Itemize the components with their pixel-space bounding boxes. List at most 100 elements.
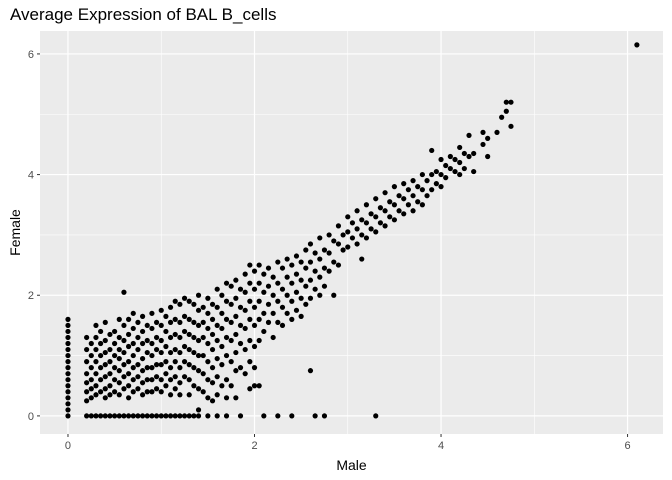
data-point bbox=[396, 208, 402, 214]
data-point bbox=[93, 383, 99, 389]
data-point bbox=[452, 156, 458, 163]
data-point bbox=[186, 298, 192, 304]
data-point bbox=[195, 307, 202, 313]
data-point bbox=[340, 232, 346, 238]
data-point bbox=[359, 232, 365, 238]
data-point bbox=[200, 371, 206, 377]
x-axis-title: Male bbox=[336, 457, 367, 473]
data-point bbox=[84, 359, 90, 365]
data-point bbox=[265, 283, 272, 289]
data-point bbox=[135, 362, 141, 368]
data-point bbox=[93, 392, 99, 398]
data-point bbox=[256, 262, 262, 268]
data-point bbox=[270, 310, 276, 316]
data-point bbox=[219, 362, 225, 368]
data-point bbox=[457, 159, 463, 166]
data-point bbox=[251, 343, 258, 350]
data-point bbox=[93, 334, 99, 341]
data-point bbox=[251, 383, 258, 389]
data-point bbox=[98, 413, 104, 419]
data-point bbox=[233, 368, 239, 374]
data-point bbox=[167, 413, 174, 419]
data-point bbox=[177, 349, 183, 356]
data-point bbox=[387, 199, 393, 205]
data-point bbox=[471, 150, 477, 157]
data-point bbox=[382, 223, 388, 229]
data-point bbox=[93, 413, 99, 419]
data-point bbox=[223, 377, 230, 383]
data-point bbox=[363, 235, 370, 241]
data-point bbox=[65, 371, 71, 377]
data-point bbox=[480, 141, 486, 148]
data-point bbox=[503, 108, 509, 114]
data-point bbox=[247, 359, 253, 365]
data-point bbox=[130, 352, 136, 359]
data-point bbox=[223, 316, 230, 322]
data-point bbox=[135, 334, 141, 341]
data-point bbox=[98, 389, 104, 395]
data-point bbox=[429, 171, 435, 178]
data-point bbox=[163, 343, 169, 350]
data-point bbox=[84, 346, 90, 353]
data-point bbox=[326, 268, 332, 274]
data-point bbox=[233, 277, 239, 283]
data-point bbox=[158, 413, 164, 419]
data-point bbox=[228, 283, 234, 289]
data-point bbox=[158, 307, 164, 313]
data-point bbox=[270, 334, 276, 341]
data-point bbox=[102, 374, 108, 380]
data-point bbox=[354, 226, 360, 232]
data-point bbox=[130, 325, 136, 332]
data-point bbox=[65, 413, 71, 419]
data-point bbox=[247, 262, 253, 268]
data-point bbox=[195, 352, 202, 359]
data-point bbox=[429, 147, 435, 154]
data-point bbox=[289, 316, 295, 322]
data-point bbox=[65, 316, 71, 322]
data-point bbox=[251, 286, 258, 292]
data-point bbox=[485, 135, 491, 141]
data-point bbox=[233, 331, 239, 338]
data-point bbox=[410, 193, 416, 199]
data-point bbox=[298, 277, 304, 283]
data-point bbox=[219, 325, 225, 332]
data-point bbox=[172, 386, 178, 392]
data-point bbox=[270, 292, 276, 298]
data-point bbox=[247, 316, 253, 322]
data-point bbox=[153, 334, 160, 341]
data-point bbox=[223, 352, 230, 359]
data-point bbox=[424, 193, 430, 199]
data-point bbox=[195, 368, 202, 374]
data-point bbox=[144, 413, 150, 419]
data-point bbox=[317, 274, 323, 280]
data-point bbox=[121, 322, 127, 329]
data-point bbox=[195, 337, 202, 344]
data-point bbox=[419, 187, 425, 193]
data-point bbox=[321, 413, 328, 419]
data-point bbox=[130, 365, 136, 371]
y-tick-label: 6 bbox=[28, 49, 34, 61]
data-point bbox=[345, 244, 351, 250]
data-point bbox=[242, 307, 248, 313]
data-point bbox=[84, 334, 90, 341]
data-point bbox=[443, 175, 449, 181]
data-point bbox=[373, 196, 379, 202]
data-point bbox=[177, 301, 183, 307]
data-point bbox=[382, 190, 388, 196]
data-point bbox=[153, 413, 160, 419]
data-point bbox=[349, 220, 356, 226]
data-point bbox=[317, 292, 323, 298]
data-point bbox=[401, 196, 407, 202]
data-point bbox=[65, 352, 71, 359]
data-point bbox=[363, 220, 370, 226]
data-point bbox=[247, 386, 253, 392]
data-point bbox=[102, 337, 108, 344]
data-point bbox=[65, 395, 71, 401]
data-point bbox=[410, 208, 416, 214]
data-point bbox=[228, 301, 234, 307]
data-point bbox=[438, 171, 444, 178]
data-point bbox=[471, 168, 477, 175]
data-point bbox=[214, 392, 220, 398]
data-point bbox=[233, 349, 239, 356]
